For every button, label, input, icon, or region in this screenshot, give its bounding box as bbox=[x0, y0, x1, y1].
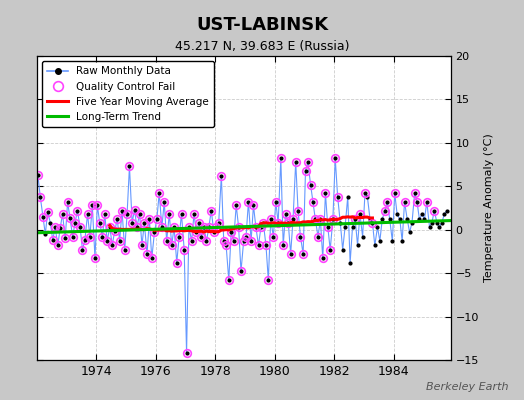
Text: Berkeley Earth: Berkeley Earth bbox=[426, 382, 508, 392]
Legend: Raw Monthly Data, Quality Control Fail, Five Year Moving Average, Long-Term Tren: Raw Monthly Data, Quality Control Fail, … bbox=[42, 61, 214, 127]
Text: UST-LABINSK: UST-LABINSK bbox=[196, 16, 328, 34]
Y-axis label: Temperature Anomaly (°C): Temperature Anomaly (°C) bbox=[484, 134, 495, 282]
Text: 45.217 N, 39.683 E (Russia): 45.217 N, 39.683 E (Russia) bbox=[174, 40, 350, 53]
